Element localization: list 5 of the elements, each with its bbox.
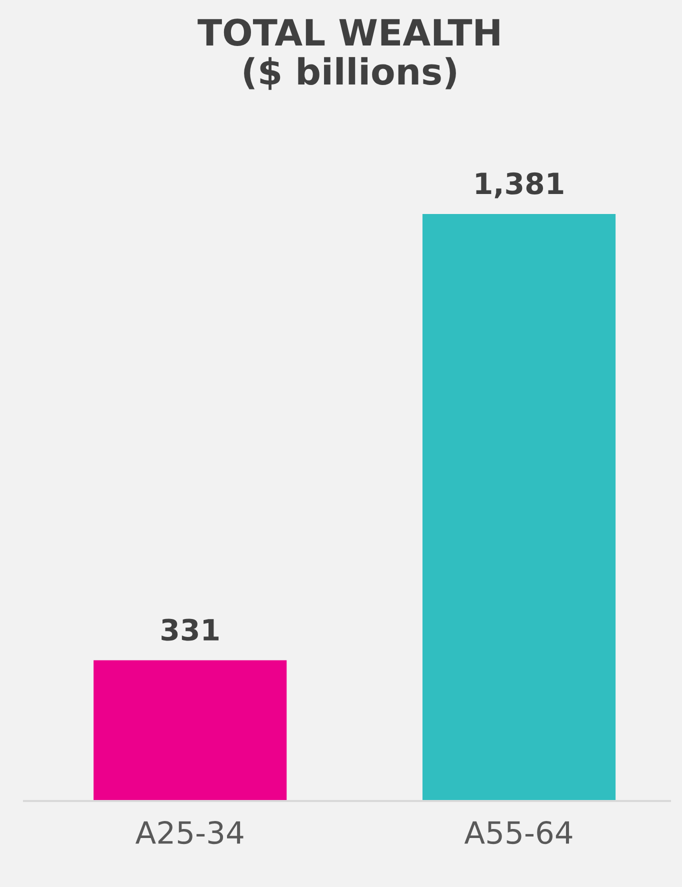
data-label: 1,381 <box>476 172 564 198</box>
x-tick-label: A55-64 <box>464 820 572 844</box>
data-label: 331 <box>162 618 219 641</box>
chart-title: TOTAL WEALTH ($ billions) <box>198 18 500 90</box>
x-tick-label: A25-34 <box>136 820 244 844</box>
